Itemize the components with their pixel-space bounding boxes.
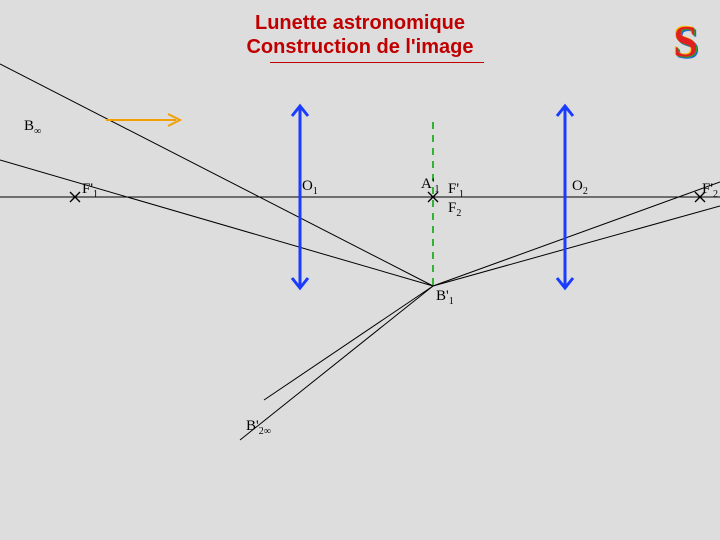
- ray-out-2: [433, 182, 720, 286]
- label-b-infinity: B∞: [24, 118, 41, 137]
- label-o2: O2: [572, 178, 588, 197]
- label-o1: O1: [302, 178, 318, 197]
- ray-out-1-back: [240, 286, 433, 440]
- label-f1: F'1: [82, 181, 98, 200]
- label-fp2: F'2: [702, 181, 718, 200]
- ray-lower-incoming: [0, 160, 433, 286]
- label-a1: A'1: [421, 176, 440, 195]
- label-bp1: B'1: [436, 288, 454, 307]
- label-fp1: F'1: [448, 181, 464, 200]
- ray-out-2-back: [264, 286, 433, 400]
- diagram-svg: [0, 0, 720, 540]
- ray-upper-incoming: [0, 64, 433, 286]
- label-bp2-infinity: B'2∞: [246, 418, 271, 437]
- label-f2: F2: [448, 200, 461, 219]
- ray-out-1: [433, 206, 720, 286]
